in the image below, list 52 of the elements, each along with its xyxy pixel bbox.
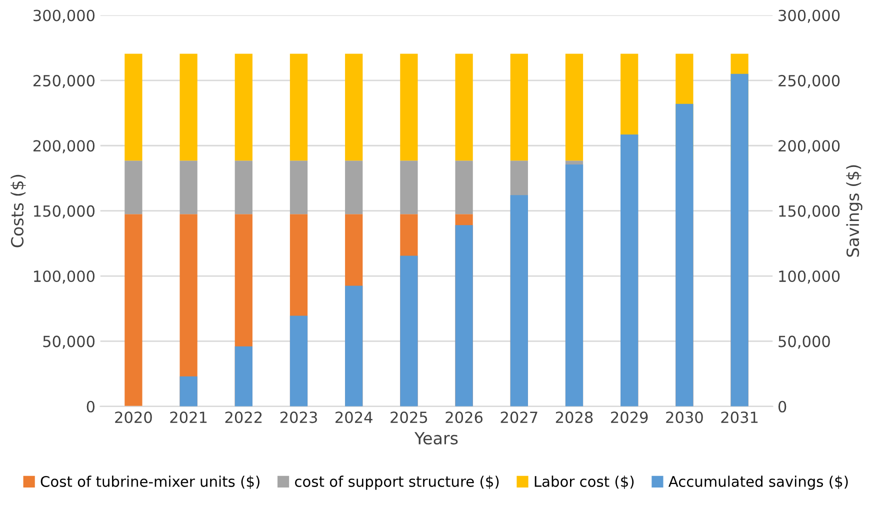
bar	[345, 54, 363, 161]
legend-label: cost of support structure ($)	[295, 476, 499, 490]
y-axis-title: Costs ($)	[10, 174, 26, 248]
bar	[345, 160, 363, 214]
x-tick-label: 2024	[336, 412, 372, 424]
bar	[510, 54, 528, 161]
bar	[290, 54, 308, 161]
bar	[124, 160, 142, 214]
y2-tick-label: 150,000	[779, 205, 840, 218]
legend-label: Accumulated savings ($)	[668, 476, 848, 490]
y2-tick-label: 0	[778, 400, 786, 412]
y2-axis-title: Savings ($)	[846, 165, 862, 257]
y-tick-label: 150,000	[34, 205, 95, 218]
bar	[180, 376, 198, 406]
bar	[124, 54, 142, 161]
y2-tick-label: 200,000	[778, 140, 840, 154]
bar	[455, 160, 473, 214]
x-tick-label: 2031	[721, 412, 758, 424]
bar	[455, 54, 473, 161]
x-tick-label: 2026	[446, 412, 483, 424]
bar	[234, 346, 252, 406]
y-tick-label: 100,000	[34, 270, 95, 284]
bar	[180, 160, 198, 214]
legend-label: Cost of tubrine-mixer units ($)	[40, 476, 260, 489]
bar	[180, 54, 198, 161]
x-axis-title: Years	[414, 432, 458, 445]
x-tick-label: 2027	[500, 412, 538, 424]
x-tick-label: 2030	[666, 412, 703, 424]
x-tick-label: 2023	[280, 412, 317, 424]
y2-tick-label: 250,000	[778, 74, 840, 88]
y-tick-label: 300,000	[34, 10, 95, 23]
legend-label: Labor cost ($)	[534, 476, 634, 489]
bar	[124, 214, 142, 406]
bar	[234, 160, 252, 214]
y-tick-label: 200,000	[33, 140, 95, 154]
bar	[565, 54, 584, 161]
y2-tick-label: 50,000	[778, 336, 830, 349]
x-tick-label: 2025	[390, 412, 428, 424]
x-tick-label: 2022	[225, 412, 262, 424]
x-tick-label: 2028	[556, 412, 593, 424]
y-tick-label: 50,000	[43, 336, 95, 349]
y-tick-label: 250,000	[33, 74, 95, 88]
x-tick-label: 2020	[115, 412, 152, 424]
bar	[234, 54, 252, 161]
y2-tick-label: 300,000	[778, 10, 840, 23]
bar	[400, 160, 418, 214]
x-tick-label: 2029	[611, 412, 648, 424]
bar	[400, 54, 418, 161]
bar	[290, 160, 308, 214]
y-tick-label: 0	[86, 400, 95, 412]
y2-tick-label: 100,000	[779, 270, 840, 284]
x-tick-label: 2021	[170, 412, 207, 424]
